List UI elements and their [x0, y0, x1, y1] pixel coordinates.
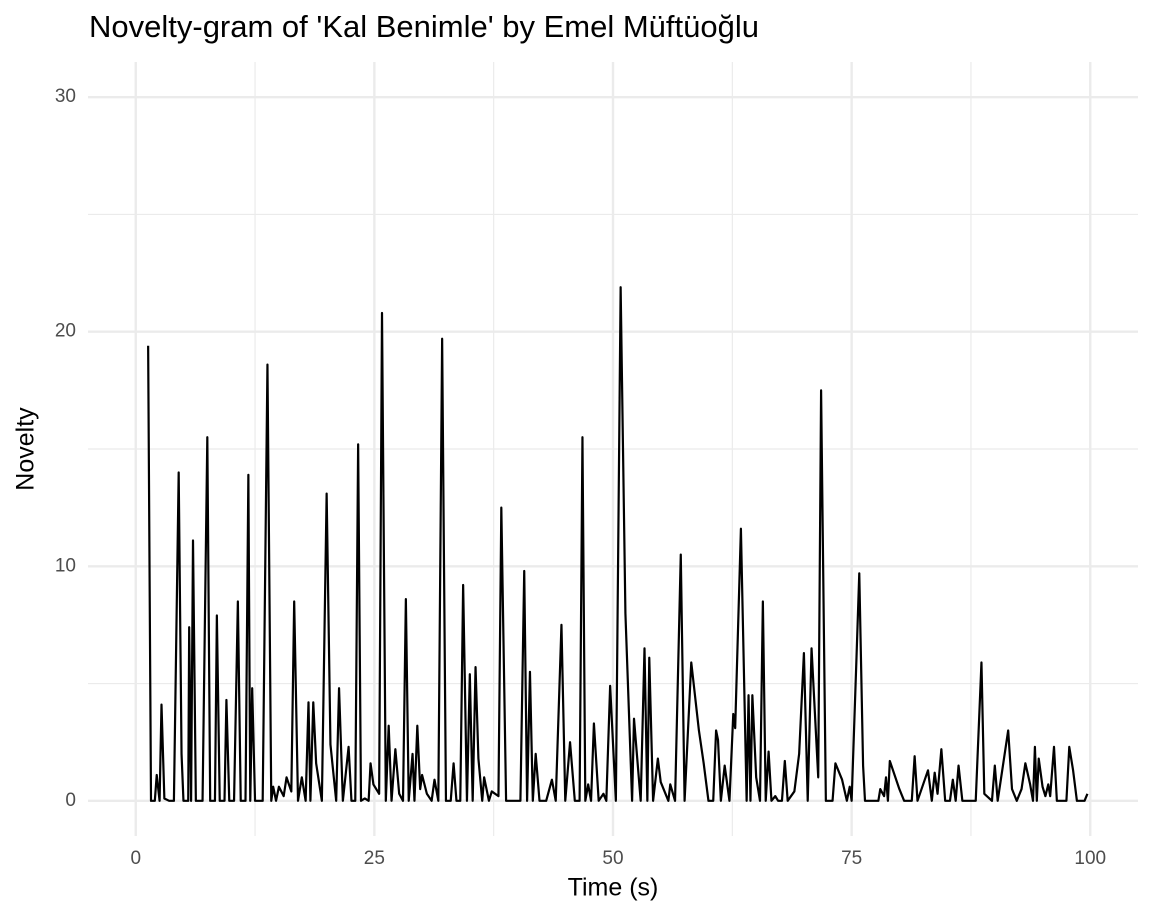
x-tick-label: 100: [1074, 848, 1106, 869]
x-tick-label: 0: [130, 848, 141, 869]
y-tick-label: 0: [65, 790, 76, 811]
data-line: [147, 286, 1089, 802]
x-tick-label: 50: [602, 848, 623, 869]
x-axis-label: Time (s): [568, 874, 659, 902]
y-tick-label: 30: [55, 86, 76, 107]
y-tick-label: 10: [55, 555, 76, 576]
y-axis-label: Novelty: [12, 407, 40, 491]
chart-title: Novelty-gram of 'Kal Benimle' by Emel Mü…: [89, 9, 759, 44]
x-tick-label: 25: [364, 848, 385, 869]
x-tick-label: 75: [841, 848, 862, 869]
y-tick-label: 20: [55, 321, 76, 342]
